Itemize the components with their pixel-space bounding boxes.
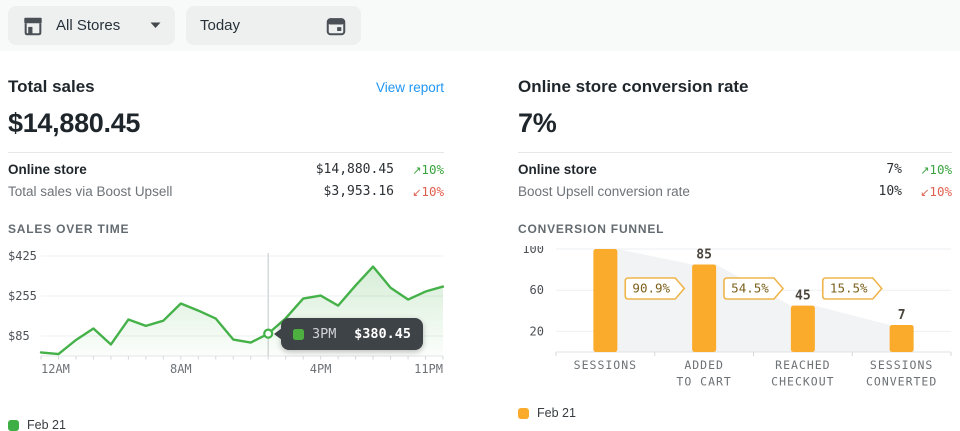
conversion-rate-card: Online store conversion rate 7% Online s… (518, 77, 952, 431)
trend-down-icon: ↙ (412, 185, 422, 199)
svg-text:ADDED: ADDED (684, 358, 724, 372)
total-sales-card: Total sales View report $14,880.45 Onlin… (8, 77, 445, 431)
metric-value: $14,880.45 (315, 161, 394, 177)
store-icon (22, 15, 44, 37)
sales-over-time-heading: SALES OVER TIME (8, 222, 130, 236)
svg-text:SESSIONS: SESSIONS (574, 358, 637, 372)
view-report-link[interactable]: View report (375, 80, 444, 95)
tooltip-label: 3PM (312, 326, 337, 342)
svg-text:7: 7 (898, 308, 906, 323)
dashboard-content: Total sales View report $14,880.45 Onlin… (0, 51, 960, 431)
svg-text:45: 45 (795, 289, 811, 304)
metric-label: Online store (518, 161, 597, 177)
svg-text:85: 85 (696, 247, 712, 262)
svg-text:$85: $85 (8, 329, 30, 343)
legend-swatch-green (8, 419, 19, 431)
svg-text:8AM: 8AM (170, 362, 192, 376)
svg-text:REACHED: REACHED (775, 358, 830, 372)
sales-legend: Feb 21 (8, 418, 444, 431)
tooltip-value: $380.45 (354, 326, 411, 342)
sales-over-time-chart: $85 $255 $425 12AM 8AM 4PM 11PM 3PM $380.45 (8, 246, 445, 381)
svg-text:$425: $425 (8, 249, 37, 263)
funnel-legend: Feb 21 (518, 406, 952, 420)
legend-swatch-orange (518, 407, 529, 419)
legend-label: Feb 21 (27, 418, 66, 431)
conversion-rate-value: 7% (518, 108, 557, 138)
svg-text:54.5%: 54.5% (731, 281, 769, 296)
svg-text:20: 20 (530, 324, 544, 338)
metric-row: Online store $14,880.45 ↗10% (8, 158, 444, 180)
total-sales-title: Total sales (8, 77, 95, 96)
metric-change: ↗10% (412, 161, 444, 177)
metric-change: ↗10% (920, 161, 952, 177)
svg-text:12AM: 12AM (41, 362, 70, 376)
metric-row: Boost Upsell conversion rate 10% ↙10% (518, 180, 952, 202)
svg-text:60: 60 (530, 283, 544, 297)
svg-text:100: 100 (594, 246, 618, 247)
metric-value: 10% (878, 183, 902, 199)
conversion-funnel-chart: 20 60 100 100 85 45 7 90.9% 54.5% 15.5% SESSIONS AD… (518, 232, 952, 399)
metric-row: Online store 7% ↗10% (518, 158, 952, 180)
svg-text:11PM: 11PM (414, 362, 443, 376)
svg-text:TO CART: TO CART (676, 375, 731, 389)
store-filter-button[interactable]: All Stores (8, 6, 175, 45)
topbar: All Stores Today (0, 0, 960, 51)
total-sales-metric-rows: Online store $14,880.45 ↗10% Total sales vi… (8, 152, 444, 202)
chart-tooltip: 3PM $380.45 (274, 318, 423, 350)
conversion-rate-title: Online store conversion rate (518, 77, 749, 96)
date-filter-button[interactable]: Today (186, 6, 361, 45)
metric-row: Total sales via Boost Upsell $3,953.16 ↙10… (8, 180, 444, 202)
metric-change: ↙10% (920, 183, 952, 199)
svg-text:100: 100 (522, 246, 544, 256)
metric-label: Total sales via Boost Upsell (8, 183, 173, 199)
svg-text:15.5%: 15.5% (830, 281, 868, 296)
svg-text:CONVERTED: CONVERTED (866, 375, 937, 389)
conversion-funnel-heading: CONVERSION FUNNEL (518, 222, 665, 236)
funnel-bar-svg[interactable]: 20 60 100 100 85 45 7 90.9% 54.5% 15.5% SESSIONS AD… (518, 232, 952, 394)
svg-text:4PM: 4PM (310, 362, 332, 376)
trend-up-icon: ↗ (412, 163, 422, 177)
metric-label: Boost Upsell conversion rate (518, 183, 690, 199)
trend-up-icon: ↗ (920, 163, 930, 177)
total-sales-value: $14,880.45 (8, 108, 141, 138)
metric-change: ↙10% (412, 183, 444, 199)
metric-value: 7% (886, 161, 902, 177)
metric-value: $3,953.16 (323, 183, 394, 199)
date-filter-label: Today (200, 17, 241, 34)
metric-label: Online store (8, 161, 87, 177)
svg-text:CHECKOUT: CHECKOUT (771, 375, 834, 389)
svg-text:SESSIONS: SESSIONS (870, 358, 933, 372)
svg-text:$255: $255 (8, 289, 37, 303)
store-filter-label: All Stores (56, 17, 121, 34)
trend-down-icon: ↙ (920, 185, 930, 199)
svg-text:90.9%: 90.9% (632, 281, 670, 296)
sales-line-svg[interactable]: $85 $255 $425 12AM 8AM 4PM 11PM (8, 246, 445, 376)
legend-label: Feb 21 (537, 406, 576, 420)
tooltip-series-swatch (293, 328, 304, 340)
chevron-down-icon (150, 22, 161, 29)
conversion-metric-rows: Online store 7% ↗10% Boost Upsell conversio… (518, 152, 952, 202)
calendar-icon (325, 15, 347, 37)
